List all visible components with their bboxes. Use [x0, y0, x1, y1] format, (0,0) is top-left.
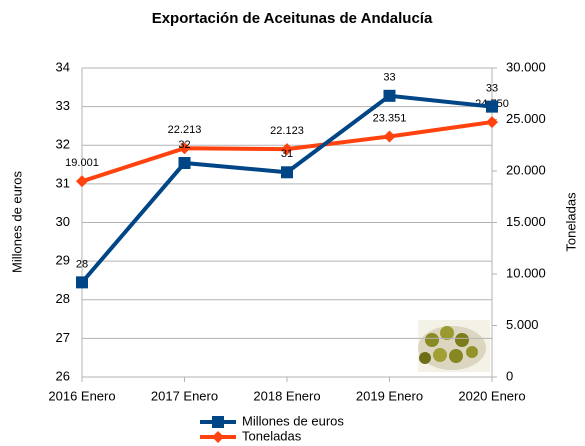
x-tick-label: 2020 Enero: [458, 388, 525, 403]
marker: [384, 90, 396, 102]
y2-axis-title: Toneladas: [563, 192, 578, 252]
y-axis-title: Millones de euros: [9, 171, 24, 273]
marker: [486, 101, 498, 113]
value-label: 23.351: [373, 112, 407, 124]
x-tick-label: 2018 Enero: [253, 388, 320, 403]
y2-tick-label: 10.000: [506, 265, 546, 280]
marker: [212, 431, 224, 443]
y2-tick-label: 25.000: [506, 111, 546, 126]
marker: [281, 166, 293, 178]
marker: [486, 116, 498, 128]
value-label: 31: [281, 148, 293, 160]
y2-tick-label: 30.000: [506, 59, 546, 74]
series-line: [82, 96, 492, 283]
value-label: 33: [383, 72, 395, 84]
marker: [212, 416, 224, 428]
y-tick-label: 33: [56, 98, 70, 113]
y-tick-label: 31: [56, 175, 70, 190]
y2-tick-label: 20.000: [506, 162, 546, 177]
y-tick-label: 28: [56, 291, 70, 306]
legend-label: Millones de euros: [242, 413, 344, 428]
y-tick-label: 32: [56, 137, 70, 152]
legend-label: Toneladas: [242, 428, 302, 443]
value-label: 22.213: [168, 124, 202, 136]
chart: Exportación de Aceitunas de Andalucía Mi…: [0, 0, 585, 446]
value-label: 19.001: [65, 157, 99, 169]
y-tick-label: 30: [56, 214, 70, 229]
value-label: 33: [486, 83, 498, 95]
y-tick-label: 26: [56, 368, 70, 383]
y2-tick-label: 0: [506, 368, 513, 383]
chart-title: Exportación de Aceitunas de Andalucía: [152, 10, 433, 27]
marker: [76, 276, 88, 288]
value-label: 32: [178, 139, 190, 151]
marker: [179, 157, 191, 169]
y-tick-label: 27: [56, 330, 70, 345]
marker: [76, 175, 88, 187]
x-tick-label: 2016 Enero: [48, 388, 115, 403]
y2-tick-label: 5.000: [506, 317, 539, 332]
value-label: 22.123: [270, 125, 304, 137]
x-tick-label: 2019 Enero: [356, 388, 423, 403]
marker: [384, 130, 396, 142]
y2-tick-label: 15.000: [506, 214, 546, 229]
y-tick-label: 29: [56, 253, 70, 268]
olive-picture: [418, 320, 490, 372]
value-label: 28: [76, 258, 88, 270]
x-tick-label: 2017 Enero: [151, 388, 218, 403]
y-tick-label: 34: [56, 59, 70, 74]
